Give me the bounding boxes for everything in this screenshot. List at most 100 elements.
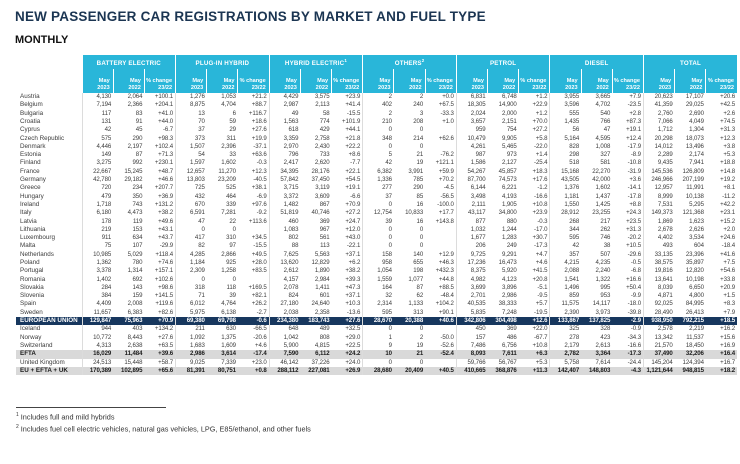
table-body: Austria 4,130 2,064 +100.1 1,276 1,053 +21.2 4,…: [16, 93, 738, 376]
col-group-hybrid-electric: HYBRID ELECTRIC1: [268, 55, 363, 70]
value-cell: 410,665: [455, 366, 488, 376]
value-cell: 0: [419, 225, 424, 233]
value-cell: +22.5: [345, 341, 361, 349]
value-cell: 0: [419, 142, 424, 150]
value-cell: -16.6: [534, 192, 548, 200]
value-cell: 1,244: [501, 225, 517, 233]
value-cell: 967: [319, 225, 330, 233]
value-cell: 7,339: [221, 358, 236, 366]
value-cell: 7,194: [81, 101, 114, 110]
table-row: Iceland 944 403 +134.2 211 630 -66.5 648 489 +32.…: [16, 325, 737, 334]
value-cell: +1.5: [723, 292, 736, 300]
value-cell: 525: [226, 184, 236, 192]
sub-col-header: May 2023: [455, 69, 488, 94]
value-cell: 33,135: [642, 250, 675, 259]
value-cell: 1,602: [221, 159, 236, 167]
value-cell: 0: [419, 242, 424, 250]
value-cell: +49.5: [251, 250, 267, 258]
value-cell: +49.6: [158, 217, 174, 225]
value-cell: 0: [362, 325, 394, 334]
value-cell: 11,537: [686, 333, 704, 341]
value-cell: 581: [600, 159, 611, 167]
row-label: EFTA: [16, 350, 83, 359]
value-cell: 3,699: [455, 283, 488, 293]
value-cell: -76.2: [440, 151, 454, 159]
value-cell: 953: [600, 292, 611, 300]
value-cell: +20.8: [532, 275, 548, 283]
table-row: Poland 1,362 780 +74.6 1,184 925 +28.0 13,620 12…: [16, 259, 737, 268]
value-cell: 350: [132, 192, 143, 200]
value-cell: +37.1: [345, 250, 361, 258]
value-cell: 37: [362, 192, 394, 201]
value-cell: +0.0: [442, 93, 454, 101]
value-cell: 3,665: [595, 93, 611, 101]
value-cell: 348: [362, 134, 394, 143]
table-row: Slovenia 384 159 +141.5 71 39 +82.1 824 601 +37.1…: [16, 292, 737, 301]
value-cell: +169.5: [248, 283, 267, 291]
row-label: Spain: [16, 300, 83, 309]
value-cell: +63.5: [158, 341, 174, 349]
sub-col-header: % change 23/22: [518, 69, 550, 94]
value-cell: 0: [232, 275, 236, 283]
value-cell: 85: [416, 192, 424, 200]
value-cell: 8,999: [642, 192, 675, 201]
row-label: Sweden: [16, 308, 83, 318]
value-cell: 214: [413, 134, 424, 142]
value-cell: +82.6: [158, 308, 174, 316]
table-row: Latvia 178 119 +49.6 47 22 +113.6 460 369 +24.7 39…: [16, 217, 737, 226]
value-cell: 18,305: [455, 101, 488, 110]
value-cell: 743: [132, 200, 143, 208]
value-cell: -18.0: [627, 300, 641, 308]
value-cell: 38,333: [498, 300, 517, 308]
value-cell: 69,798: [206, 317, 238, 326]
value-cell: 14,117: [592, 300, 611, 308]
value-cell: -0.5: [630, 259, 641, 266]
value-cell: -18.4: [721, 242, 736, 250]
row-label: Germany: [16, 176, 83, 185]
value-cell: 2,782: [549, 350, 582, 359]
value-cell: -29.6: [627, 250, 641, 258]
value-cell: +12.6: [518, 317, 550, 326]
value-cell: 2: [419, 93, 424, 101]
value-cell: +204.1: [154, 101, 174, 109]
value-cell: 2,197: [127, 142, 143, 150]
value-cell: 0: [175, 225, 207, 235]
value-cell: +87.3: [626, 117, 641, 125]
value-cell: -31.9: [627, 167, 641, 175]
value-cell: 4,429: [268, 93, 301, 102]
value-cell: +48.7: [158, 167, 174, 175]
value-cell: 23,396: [685, 250, 704, 258]
row-label: Ireland: [16, 200, 83, 210]
value-cell: -67.7: [534, 333, 548, 341]
value-cell: 384: [81, 292, 114, 301]
period-header-row: May 2023 May 2022% change 23/22 May 2023 May 202…: [16, 69, 738, 94]
row-label: Austria: [16, 93, 83, 102]
value-cell: 56,767: [498, 358, 517, 366]
value-cell: 39: [362, 217, 394, 226]
value-cell: 11,270: [218, 167, 236, 175]
value-cell: 217: [600, 217, 611, 225]
value-cell: 368,876: [487, 366, 519, 376]
value-cell: 6,756: [501, 341, 517, 349]
value-cell: 429: [319, 126, 330, 134]
value-cell: 37: [175, 126, 207, 135]
value-cell: 1,054: [362, 267, 394, 276]
value-cell: 113: [320, 242, 330, 250]
sub-col-header: May 2023: [175, 69, 207, 94]
value-cell: +0.8: [237, 366, 270, 376]
value-cell: 34,395: [268, 167, 301, 177]
value-cell: -23.5: [627, 101, 641, 109]
value-cell: 82: [175, 242, 207, 251]
value-cell: 3,896: [501, 283, 517, 291]
table-row: Spain 4,409 2,008 +119.6 6,012 4,764 +26.2 27,1…: [16, 300, 737, 309]
value-cell: 20,623: [642, 93, 675, 102]
row-label: Denmark: [16, 142, 83, 152]
table-row: Belgium 7,194 2,366 +204.1 8,875 4,704 +88.7 2,…: [16, 101, 737, 110]
value-cell: 2,179: [549, 341, 582, 351]
superscript: 1: [344, 58, 348, 63]
value-cell: -66.5: [253, 325, 267, 333]
value-cell: 2,638: [127, 341, 143, 349]
value-cell: 655: [413, 259, 424, 266]
value-cell: 1,375: [221, 333, 236, 341]
value-cell: 417: [175, 234, 207, 243]
